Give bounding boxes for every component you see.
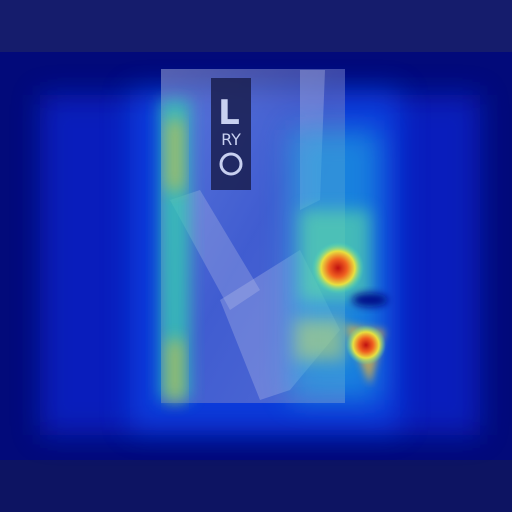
heat-region (295, 320, 345, 360)
heat-peak (346, 325, 386, 365)
marker-initials: RY (221, 130, 241, 149)
cold-spot (352, 293, 388, 307)
marker-ring (219, 152, 243, 176)
finger-bone (170, 190, 260, 310)
top-band (0, 0, 512, 52)
bottom-band (0, 460, 512, 512)
heat-spot (168, 340, 182, 400)
heat-spot (168, 120, 182, 190)
heat-peak (312, 242, 364, 294)
marker-letter: L (218, 93, 240, 133)
marker-plate (211, 78, 251, 190)
